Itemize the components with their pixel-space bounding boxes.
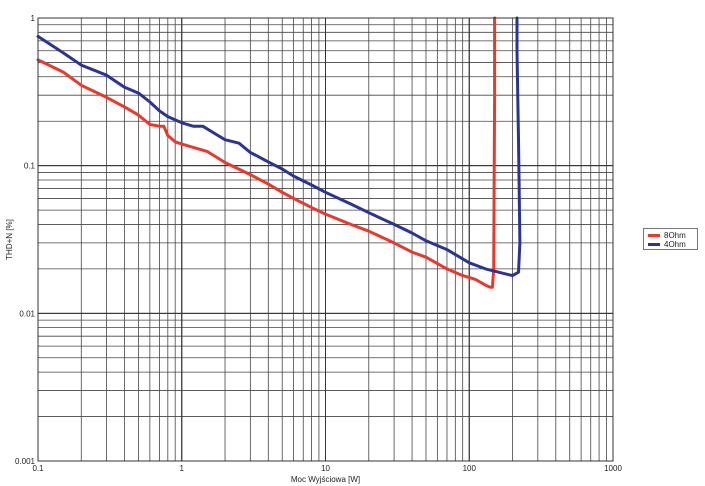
legend-swatch-4ohm [648, 242, 660, 246]
legend: 8Ohm 4Ohm [643, 228, 698, 250]
y-axis-title: THD+N [%] [5, 219, 14, 260]
legend-label-8ohm: 8Ohm [664, 230, 686, 240]
y-tick-label: 0.1 [24, 162, 36, 171]
x-tick-labels: 0.1 1 10 100 1000 [32, 464, 622, 473]
legend-label-4ohm: 4Ohm [664, 239, 686, 249]
plot-frame [37, 17, 614, 462]
series-layer [36, 16, 522, 289]
x-tick-label: 1000 [604, 464, 622, 473]
x-tick-label: 100 [463, 464, 477, 473]
y-tick-label: 1 [31, 14, 36, 23]
y-tick-label: 0.001 [15, 457, 36, 466]
x-tick-label: 0.1 [32, 464, 44, 473]
y-tick-label: 0.01 [19, 309, 35, 318]
x-axis-title: Moc Wyjściowa [W] [291, 475, 360, 484]
x-tick-label: 10 [321, 464, 330, 473]
series-line-8ohm [36, 16, 497, 289]
legend-swatch-8ohm [648, 233, 660, 237]
series-line-4ohm [36, 16, 522, 278]
x-tick-label: 1 [180, 464, 185, 473]
legend-item-4ohm: 4Ohm [648, 239, 686, 249]
y-tick-labels: 1 0.1 0.01 0.001 [15, 14, 36, 466]
legend-item-8ohm: 8Ohm [648, 230, 686, 240]
